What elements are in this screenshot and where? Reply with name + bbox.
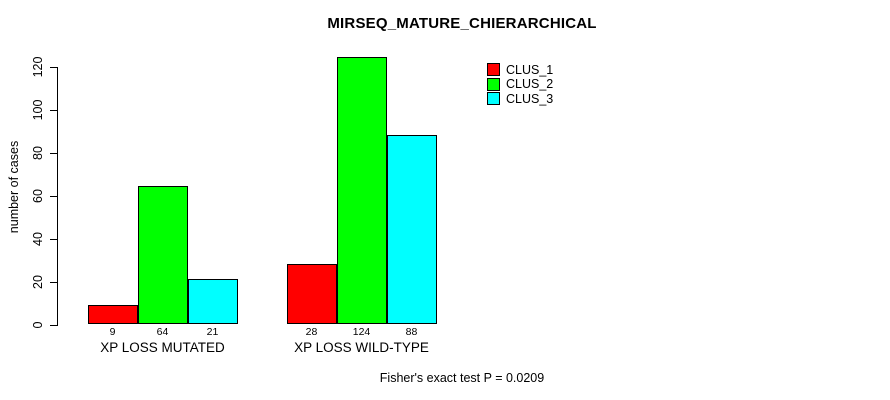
legend-swatch-clus_2: [487, 77, 500, 91]
legend-item-clus_1: CLUS_1: [487, 62, 554, 77]
legend-label: CLUS_1: [506, 62, 554, 77]
legend-item-clus_2: CLUS_2: [487, 77, 554, 92]
legend-swatch-clus_1: [487, 63, 500, 76]
bar-value-label: 21: [206, 326, 219, 338]
chart-title: MIRSEQ_MATURE_CHIERARCHICAL: [327, 15, 597, 32]
y-axis-tick: [50, 282, 57, 283]
legend-swatch-clus_3: [487, 92, 500, 106]
y-tick-label: 0: [31, 321, 45, 329]
y-axis-tick: [50, 196, 57, 197]
y-axis-tick: [50, 110, 57, 111]
y-axis-tick: [50, 239, 57, 240]
legend-label: CLUS_3: [506, 91, 554, 106]
x-category-label: XP LOSS MUTATED: [100, 340, 225, 355]
y-tick-label: 40: [31, 232, 45, 246]
y-tick-label: 60: [31, 189, 45, 203]
x-category-label: XP LOSS WILD-TYPE: [294, 340, 429, 355]
y-tick-label: 100: [31, 99, 45, 121]
bar-value-label: 64: [156, 326, 169, 338]
y-axis-tick: [50, 67, 57, 68]
y-tick-label: 80: [31, 146, 45, 160]
bar-clus_2-group2: [336, 57, 387, 324]
y-tick-label: 20: [31, 275, 45, 289]
bar-value-label: 88: [405, 326, 418, 338]
bar-clus_1-group1: [87, 305, 138, 324]
y-axis-tick: [50, 325, 57, 326]
bar-clus_3-group1: [187, 279, 238, 324]
y-tick-label: 120: [31, 56, 45, 78]
legend-item-clus_3: CLUS_3: [487, 91, 554, 106]
bar-value-label: 28: [305, 326, 318, 338]
legend: CLUS_1 CLUS_2 CLUS_3: [487, 63, 553, 107]
y-axis-line: [57, 67, 58, 326]
legend-label: CLUS_2: [506, 77, 554, 92]
bar-clus_3-group2: [386, 135, 437, 324]
bar-clus_1-group2: [286, 264, 337, 324]
y-axis-tick: [50, 153, 57, 154]
bar-clus_2-group1: [137, 186, 188, 324]
y-axis-label: number of cases: [7, 140, 21, 234]
bar-value-label: 124: [352, 326, 371, 338]
bar-value-label: 9: [109, 326, 116, 338]
caption-fisher-test: Fisher's exact test P = 0.0209: [379, 371, 545, 385]
